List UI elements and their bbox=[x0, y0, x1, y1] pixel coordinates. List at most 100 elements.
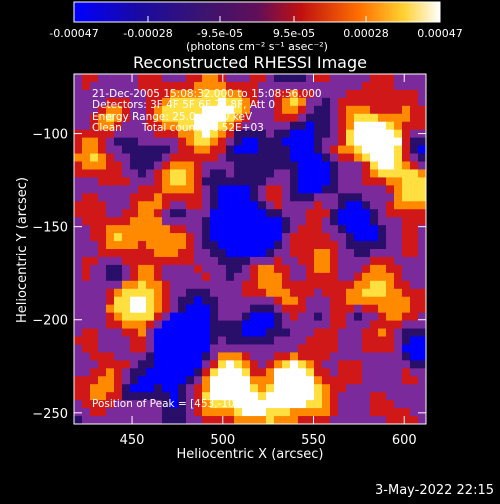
heatmap-cell bbox=[242, 241, 251, 250]
heatmap-cell bbox=[314, 74, 323, 83]
heatmap-cell bbox=[418, 296, 426, 306]
heatmap-cell bbox=[130, 201, 139, 210]
heatmap-cell bbox=[90, 352, 99, 361]
heatmap-cell bbox=[330, 185, 339, 194]
heatmap-cell bbox=[282, 296, 291, 306]
heatmap-cell bbox=[210, 121, 219, 131]
heatmap-cell bbox=[354, 97, 363, 107]
heatmap-cell bbox=[234, 81, 243, 91]
heatmap-cell bbox=[234, 217, 243, 226]
heatmap-cell bbox=[386, 121, 395, 131]
heatmap-cell bbox=[346, 225, 355, 234]
heatmap-cell bbox=[234, 74, 243, 83]
heatmap-cell bbox=[266, 392, 275, 401]
heatmap-cell bbox=[178, 264, 187, 274]
heatmap-cell bbox=[266, 129, 275, 139]
heatmap-cell bbox=[354, 161, 363, 171]
heatmap-cell bbox=[394, 113, 403, 123]
heatmap-cell bbox=[170, 344, 179, 354]
heatmap-cell bbox=[338, 169, 347, 179]
heatmap-cell bbox=[210, 97, 219, 107]
heatmap-cell bbox=[130, 217, 139, 226]
heatmap-cell bbox=[362, 161, 371, 171]
heatmap-cell bbox=[162, 177, 171, 186]
heatmap-cell bbox=[90, 129, 99, 139]
heatmap-cell bbox=[154, 161, 163, 171]
heatmap-cell bbox=[122, 288, 131, 298]
heatmap-cell bbox=[170, 74, 179, 83]
heatmap-cell bbox=[242, 121, 251, 131]
heatmap-cell bbox=[402, 384, 411, 393]
heatmap-cell bbox=[418, 113, 426, 123]
heatmap-cell bbox=[122, 137, 131, 147]
heatmap-cell bbox=[266, 312, 275, 322]
heatmap-cell bbox=[242, 264, 251, 274]
heatmap-cell bbox=[410, 81, 419, 91]
heatmap-cell bbox=[258, 177, 267, 186]
heatmap-cell bbox=[362, 280, 371, 290]
heatmap-cell bbox=[362, 352, 371, 361]
heatmap-cell bbox=[114, 320, 123, 330]
heatmap-cell bbox=[130, 296, 139, 306]
heatmap-cell bbox=[154, 225, 163, 234]
heatmap-cell bbox=[402, 74, 411, 83]
heatmap-cell bbox=[362, 336, 371, 346]
heatmap-cell bbox=[258, 97, 267, 107]
heatmap-cell bbox=[346, 296, 355, 306]
heatmap-cell bbox=[82, 137, 91, 147]
heatmap-cell bbox=[250, 328, 259, 338]
heatmap-cell bbox=[138, 169, 147, 179]
heatmap-cell bbox=[138, 288, 147, 298]
heatmap-cell bbox=[218, 209, 227, 218]
heatmap-cell bbox=[298, 376, 307, 385]
heatmap-cell bbox=[194, 74, 203, 83]
heatmap-cell bbox=[98, 392, 107, 401]
heatmap-cell bbox=[282, 177, 291, 186]
heatmap-cell bbox=[130, 129, 139, 139]
heatmap-cell bbox=[218, 392, 227, 401]
heatmap-cell bbox=[402, 392, 411, 401]
heatmap-cell bbox=[266, 185, 275, 194]
heatmap-cell bbox=[90, 225, 99, 234]
heatmap-cell bbox=[322, 360, 331, 369]
heatmap-cell bbox=[114, 169, 123, 179]
heatmap-cell bbox=[338, 376, 347, 385]
heatmap-cell bbox=[154, 137, 163, 147]
heatmap-cell bbox=[178, 312, 187, 322]
heatmap-cell bbox=[306, 129, 315, 139]
heatmap-cell bbox=[210, 153, 219, 163]
heatmap-cell bbox=[290, 74, 299, 83]
heatmap-cell bbox=[330, 161, 339, 171]
heatmap-cell bbox=[362, 105, 371, 115]
heatmap-cell bbox=[346, 209, 355, 218]
heatmap-cell bbox=[146, 241, 155, 250]
heatmap-cell bbox=[154, 296, 163, 306]
heatmap-cell bbox=[178, 384, 187, 393]
heatmap-cell bbox=[82, 169, 91, 179]
heatmap-cell bbox=[218, 264, 227, 274]
heatmap-cell bbox=[98, 129, 107, 139]
heatmap-cell bbox=[170, 249, 179, 258]
heatmap-cell bbox=[330, 280, 339, 290]
heatmap-cell bbox=[362, 225, 371, 234]
heatmap-cell bbox=[250, 312, 259, 322]
heatmap-cell bbox=[306, 169, 315, 179]
heatmap-cell bbox=[226, 368, 235, 377]
heatmap-cell bbox=[90, 249, 99, 258]
heatmap-cell bbox=[258, 344, 267, 354]
heatmap-cell bbox=[234, 137, 243, 147]
heatmap-cell bbox=[178, 304, 187, 314]
heatmap-cell bbox=[386, 74, 395, 83]
heatmap-cell bbox=[418, 161, 426, 171]
heatmap-cell bbox=[234, 280, 243, 290]
heatmap-cell bbox=[130, 360, 139, 369]
heatmap-cell bbox=[114, 344, 123, 354]
heatmap-cell bbox=[346, 368, 355, 377]
heatmap-cell bbox=[226, 272, 235, 282]
heatmap-cell bbox=[170, 105, 179, 115]
heatmap-cell bbox=[330, 352, 339, 361]
heatmap-cell bbox=[394, 209, 403, 218]
heatmap-cell bbox=[154, 320, 163, 330]
heatmap-cell bbox=[402, 400, 411, 409]
heatmap-cell bbox=[202, 336, 211, 346]
